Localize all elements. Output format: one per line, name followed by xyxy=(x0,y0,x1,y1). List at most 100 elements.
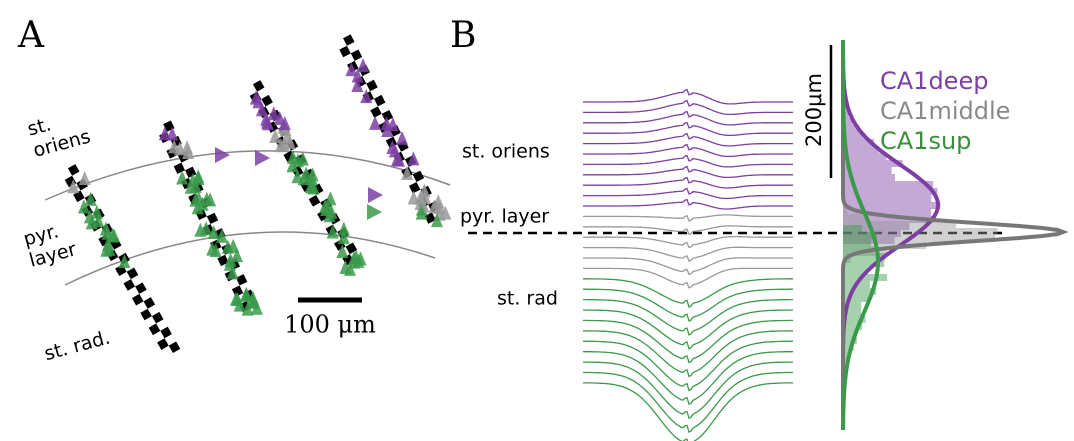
cell xyxy=(306,167,319,182)
cell xyxy=(407,190,420,205)
cell xyxy=(369,115,382,130)
probe-site xyxy=(261,94,273,107)
trace xyxy=(583,330,793,378)
probe-site xyxy=(381,110,394,122)
cell xyxy=(166,126,179,141)
probe-site xyxy=(373,94,386,107)
cell xyxy=(182,144,195,159)
hist-bar xyxy=(843,288,877,295)
probe-site xyxy=(73,190,85,203)
probe-site xyxy=(151,311,164,324)
hist-bar xyxy=(843,118,853,125)
probe-site xyxy=(143,297,156,309)
cell xyxy=(269,128,282,143)
cell xyxy=(255,150,270,166)
hist-bar xyxy=(843,358,849,365)
hist-bar xyxy=(843,202,941,209)
scale-bar-label: 100 μm xyxy=(284,311,376,339)
hist-bar xyxy=(843,232,877,239)
cell xyxy=(323,208,336,223)
cell xyxy=(78,170,91,185)
hist-bar xyxy=(843,174,896,181)
cell xyxy=(430,213,443,228)
probe-site xyxy=(140,308,152,321)
trace xyxy=(583,382,793,441)
layer-label: pyr.layer xyxy=(21,217,79,272)
cell xyxy=(261,116,274,131)
cell xyxy=(206,241,219,256)
cell xyxy=(221,239,234,254)
probe-site xyxy=(252,80,265,92)
cell xyxy=(324,191,337,206)
trace xyxy=(583,121,793,137)
hist-bar xyxy=(843,188,938,195)
hist-bar xyxy=(843,309,862,316)
probe-site xyxy=(173,162,186,174)
cell xyxy=(118,254,131,269)
cell xyxy=(439,205,452,220)
trace xyxy=(582,371,794,434)
cell xyxy=(407,151,420,166)
trace xyxy=(583,278,793,309)
cell xyxy=(249,90,262,105)
cell xyxy=(273,111,286,126)
probe-site xyxy=(168,341,181,354)
probe-site xyxy=(308,195,321,207)
density-curve xyxy=(841,40,880,430)
cell xyxy=(173,141,186,156)
cell xyxy=(101,225,114,240)
cell xyxy=(360,89,373,104)
cell xyxy=(401,165,414,180)
trace xyxy=(583,143,793,158)
cell xyxy=(240,287,253,302)
cell xyxy=(191,200,204,215)
panel-label: A xyxy=(17,15,45,56)
cell xyxy=(250,300,263,315)
hist-bar xyxy=(843,274,888,281)
probe-site xyxy=(131,293,144,306)
hist-bar xyxy=(843,153,887,160)
trace xyxy=(582,350,794,406)
trace xyxy=(583,187,793,200)
cell xyxy=(381,122,394,137)
hist-bar xyxy=(843,167,892,174)
cell xyxy=(368,187,383,203)
hist-bar xyxy=(843,225,863,232)
hist-bar xyxy=(843,221,956,228)
panel-label: B xyxy=(450,15,476,56)
cell xyxy=(286,158,299,173)
cell xyxy=(100,242,113,257)
lfp-traces xyxy=(582,88,794,441)
layer-boundary xyxy=(64,231,436,286)
trace xyxy=(583,267,793,289)
probe-site xyxy=(339,45,351,58)
hist-bar xyxy=(843,351,850,358)
hist-bar xyxy=(843,246,875,253)
cell xyxy=(396,130,409,145)
layer-boundary xyxy=(44,150,451,201)
probe-site xyxy=(206,212,219,225)
cell xyxy=(305,178,318,193)
cell xyxy=(393,152,406,167)
hist-bar xyxy=(843,195,932,202)
cell xyxy=(176,170,189,185)
trace xyxy=(583,165,793,179)
probe-site xyxy=(235,274,248,286)
cell xyxy=(283,135,296,150)
cell xyxy=(215,228,228,243)
cell xyxy=(215,147,230,163)
cell xyxy=(336,244,349,259)
legend-entry: CA1middle xyxy=(880,97,1010,125)
hist-bar xyxy=(843,260,885,267)
cell xyxy=(351,77,364,92)
trace xyxy=(583,257,793,276)
trace xyxy=(583,309,793,350)
cell xyxy=(337,230,350,245)
cell xyxy=(226,265,239,280)
probe-site xyxy=(350,49,363,61)
cell xyxy=(432,194,445,209)
cell xyxy=(367,204,382,220)
cell xyxy=(200,191,213,206)
cell xyxy=(189,178,202,193)
